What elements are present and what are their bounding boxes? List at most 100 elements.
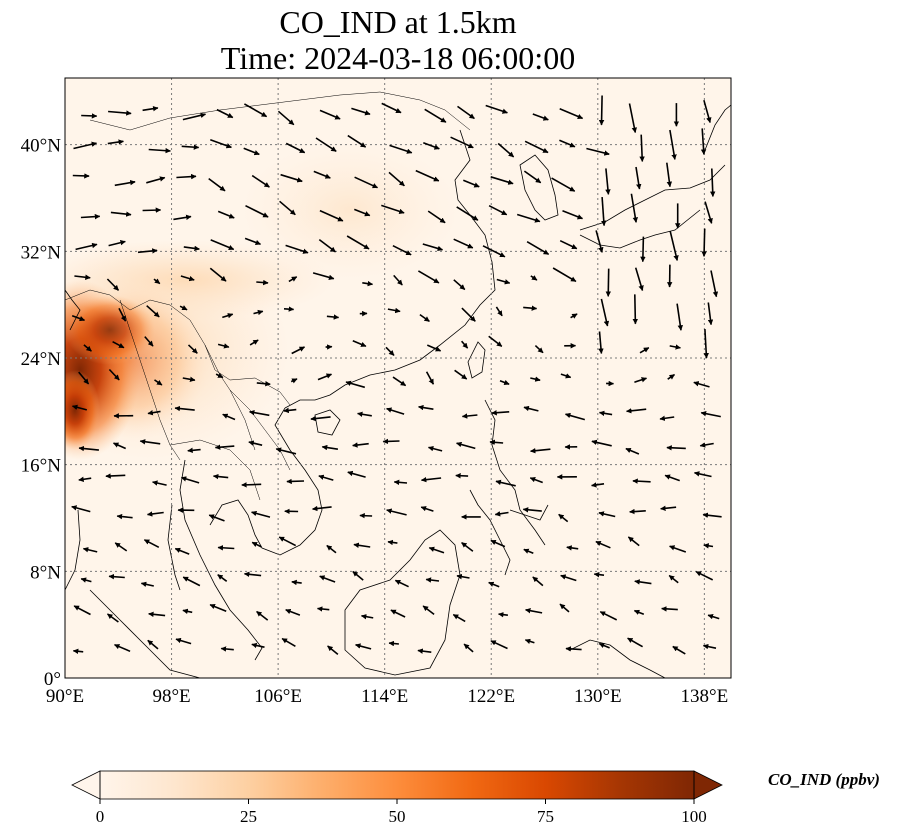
wind-arrow bbox=[632, 294, 639, 325]
wind-arrow bbox=[422, 605, 435, 616]
wind-arrow bbox=[174, 547, 190, 555]
wind-arrow bbox=[385, 346, 395, 356]
wind-arrow bbox=[595, 540, 611, 549]
wind-arrow bbox=[522, 507, 542, 513]
wind-arrow bbox=[283, 306, 295, 312]
wind-arrow bbox=[248, 440, 263, 446]
wind-arrow bbox=[209, 603, 227, 613]
wind-arrow bbox=[75, 242, 98, 251]
map-title-line2: Time: 2024-03-18 06:00:00 bbox=[220, 40, 576, 76]
wind-arrow bbox=[586, 147, 610, 156]
wind-arrow bbox=[669, 344, 681, 350]
wind-arrow bbox=[180, 476, 200, 484]
wind-arrow bbox=[312, 505, 332, 512]
axis-tick-labels: 90°E 98°E 106°E 114°E 122°E 130°E 138°E 0° 8°N 16… bbox=[21, 136, 729, 707]
wind-arrow bbox=[220, 646, 234, 652]
map-title-line1: CO_IND at 1.5km bbox=[279, 4, 517, 40]
wind-arrow bbox=[326, 314, 340, 320]
wind-arrow bbox=[355, 643, 372, 650]
wind-arrow bbox=[217, 343, 230, 349]
wind-arrow bbox=[593, 571, 605, 578]
wind-arrow bbox=[526, 241, 550, 255]
wind-arrow bbox=[633, 609, 645, 616]
wind-arrow bbox=[180, 275, 195, 282]
wind-arrow bbox=[212, 473, 229, 480]
wind-arrow bbox=[700, 410, 721, 418]
wind-arrow bbox=[137, 248, 158, 254]
wind-arrow bbox=[423, 141, 440, 150]
wind-arrow bbox=[669, 545, 687, 553]
wind-arrow bbox=[703, 99, 712, 124]
wind-vectors bbox=[71, 95, 722, 656]
wind-arrow bbox=[146, 511, 164, 517]
wind-arrow bbox=[108, 573, 125, 580]
gridlines bbox=[65, 78, 731, 678]
wind-arrow bbox=[81, 113, 98, 119]
wind-arrow bbox=[634, 377, 648, 383]
wind-arrow bbox=[179, 305, 188, 311]
wind-arrow bbox=[497, 142, 515, 158]
wind-arrow bbox=[312, 272, 335, 280]
wind-arrow bbox=[462, 179, 480, 188]
wind-arrow bbox=[78, 445, 99, 452]
wind-arrow bbox=[176, 173, 197, 180]
wind-arrow bbox=[174, 405, 195, 412]
colorbar-tick-label: 100 bbox=[681, 807, 707, 826]
wind-arrow bbox=[275, 447, 297, 455]
wind-arrow bbox=[634, 579, 652, 585]
wind-arrow bbox=[183, 245, 200, 252]
wind-arrow bbox=[345, 380, 366, 389]
wind-arrow bbox=[456, 206, 479, 221]
wind-arrow bbox=[310, 415, 331, 422]
wind-arrow bbox=[319, 209, 344, 222]
wind-arrow bbox=[108, 240, 126, 247]
wind-arrow bbox=[148, 147, 171, 154]
wind-arrow bbox=[71, 404, 88, 411]
wind-arrow bbox=[319, 109, 341, 120]
wind-arrow bbox=[601, 197, 607, 227]
wind-arrow bbox=[693, 471, 712, 478]
wind-arrow bbox=[562, 210, 584, 220]
wind-arrow bbox=[313, 170, 331, 179]
wind-arrow bbox=[559, 139, 576, 148]
wind-arrow bbox=[699, 442, 714, 448]
wind-arrow bbox=[660, 505, 677, 511]
wind-arrow bbox=[113, 643, 131, 653]
wind-arrow bbox=[112, 340, 125, 349]
wind-arrow bbox=[381, 204, 405, 214]
wind-arrow bbox=[600, 298, 610, 327]
wind-arrow bbox=[386, 407, 405, 415]
wind-arrow bbox=[146, 176, 166, 184]
wind-arrow bbox=[110, 211, 132, 217]
colorbar-extend-max bbox=[693, 770, 723, 800]
wind-arrow bbox=[394, 579, 409, 588]
wind-arrow bbox=[490, 176, 514, 185]
wind-arrow bbox=[80, 577, 92, 583]
lon-tick-label: 122°E bbox=[467, 686, 515, 707]
wind-arrow bbox=[148, 611, 166, 618]
wind-arrow bbox=[634, 267, 644, 292]
wind-arrow bbox=[632, 478, 651, 484]
wind-arrow bbox=[326, 544, 337, 554]
wind-arrow bbox=[599, 610, 618, 621]
wind-arrow bbox=[525, 608, 543, 614]
wind-arrow bbox=[175, 637, 192, 645]
wind-arrow bbox=[251, 510, 271, 518]
wind-arrow bbox=[627, 536, 640, 547]
wind-arrow bbox=[318, 238, 336, 253]
wind-arrow bbox=[701, 228, 707, 257]
wind-arrow bbox=[354, 176, 378, 189]
wind-arrow bbox=[420, 506, 434, 512]
wind-arrow bbox=[285, 244, 309, 254]
colorbar-tick-label: 25 bbox=[240, 807, 257, 826]
wind-arrow bbox=[702, 643, 717, 650]
wind-arrow bbox=[241, 482, 262, 488]
wind-arrow bbox=[73, 605, 91, 616]
wind-arrow bbox=[707, 302, 714, 326]
wind-arrow bbox=[425, 577, 440, 583]
wind-arrow bbox=[452, 613, 466, 623]
lat-tick-label: 0° bbox=[44, 669, 61, 690]
lat-tick-label: 40°N bbox=[21, 136, 62, 157]
wind-arrow bbox=[629, 508, 646, 515]
wind-arrow bbox=[381, 102, 402, 114]
